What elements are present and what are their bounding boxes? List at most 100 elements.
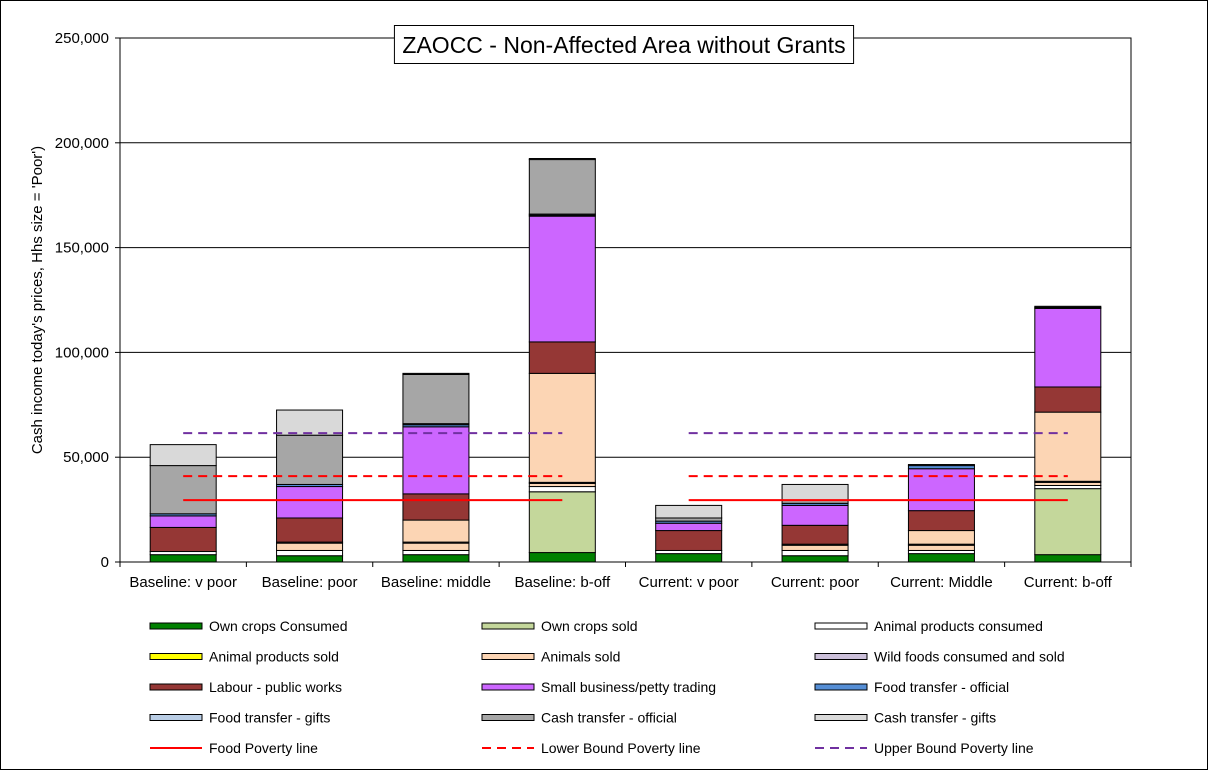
y-tick-label: 50,000 (63, 449, 109, 466)
axes: 0 50,000 100,000 150,000 200,000 250,000 Basel… (55, 30, 1132, 591)
bar-segment (907, 510, 975, 532)
bar-segment (276, 555, 344, 563)
bar-segment (907, 553, 975, 563)
bar-segment (402, 549, 470, 556)
poverty-lines (183, 432, 1068, 502)
legend-label: Food transfer - official (874, 679, 1009, 695)
legend-swatch (814, 683, 868, 691)
legend-label: Animals sold (541, 649, 620, 665)
bar-segment (528, 491, 596, 554)
bar-segment (402, 542, 470, 551)
bar-segment (1034, 386, 1102, 413)
legend-swatch (481, 714, 535, 721)
legend-label: Labour - public works (209, 679, 342, 695)
bar-segment (528, 486, 596, 493)
bar-segment (276, 486, 344, 519)
bar-segment (149, 515, 217, 528)
legend-swatch (149, 714, 203, 721)
bar-segment (781, 544, 849, 551)
bar-segment (402, 426, 470, 495)
bar-segment (1034, 411, 1102, 482)
bar-segment (402, 554, 470, 563)
bar-segment (528, 552, 596, 563)
legend-label: Wild foods consumed and sold (874, 649, 1065, 665)
bar-segment (655, 553, 723, 563)
bar-segment (781, 504, 849, 526)
bar-segment (528, 159, 596, 215)
bar-segment (907, 530, 975, 545)
legend-label: Animal products consumed (874, 618, 1043, 634)
y-tick-label: 100,000 (55, 344, 109, 361)
bar-segment (655, 530, 723, 551)
legend: Own crops Consumed Own crops sold Animal p… (149, 618, 1065, 756)
y-tick-label: 250,000 (55, 30, 109, 47)
bar-segment (655, 522, 723, 532)
legend-swatch (149, 622, 203, 630)
chart-title-box: ZAOCC - Non-Affected Area without Grants (393, 25, 855, 64)
bar-segment (1034, 554, 1102, 563)
x-tick-label: Baseline: b-off (515, 574, 611, 591)
bar-segment (528, 372, 596, 483)
legend-swatch (149, 683, 203, 691)
bar-segment (528, 341, 596, 374)
y-tick-label: 200,000 (55, 135, 109, 152)
bar-segment (402, 373, 470, 425)
bar-segment (528, 158, 596, 161)
bar-segment (276, 549, 344, 557)
legend-label: Animal products sold (209, 649, 339, 665)
legend-swatch (814, 653, 868, 660)
bar-segment (149, 444, 217, 467)
legend-swatch (149, 653, 203, 660)
bar-segment (655, 504, 723, 519)
x-tick-label: Current: v poor (639, 574, 739, 591)
legend-label: Lower Bound Poverty line (541, 740, 701, 756)
bar-segment (1034, 488, 1102, 556)
bar-segment (402, 493, 470, 521)
bar-segment (402, 519, 470, 543)
bar-segment (276, 542, 344, 551)
chart-title: ZAOCC - Non-Affected Area without Grants (402, 32, 845, 58)
legend-swatch (481, 683, 535, 691)
legend-swatch (481, 622, 535, 630)
x-tick-label: Current: Middle (890, 574, 993, 591)
y-axis-label: Cash income today's prices, Hhs size = '… (29, 146, 46, 454)
bar-segment (528, 215, 596, 343)
x-tick-label: Baseline: poor (262, 574, 358, 591)
x-tick-label: Current: b-off (1024, 574, 1113, 591)
bar-segment (149, 554, 217, 563)
legend-label: Own crops Consumed (209, 618, 348, 634)
legend-swatch (481, 653, 535, 660)
x-tick-label: Baseline: v poor (129, 574, 237, 591)
bar-segment (149, 465, 217, 515)
legend-label: Food transfer - gifts (209, 710, 330, 726)
legend-label: Food Poverty line (209, 740, 318, 756)
bar-segment (781, 549, 849, 557)
legend-label: Cash transfer - official (541, 710, 677, 726)
y-tick-label: 0 (101, 554, 109, 571)
legend-label: Small business/petty trading (541, 679, 716, 695)
bar-segment (276, 409, 344, 436)
bar-segment (907, 544, 975, 551)
bar-segment (1034, 307, 1102, 388)
bar-segment (781, 555, 849, 563)
legend-label: Upper Bound Poverty line (874, 740, 1034, 756)
bar-segment (907, 468, 975, 512)
bar-segment (1034, 305, 1102, 308)
y-tick-label: 150,000 (55, 240, 109, 257)
bar-segment (276, 517, 344, 543)
x-tick-label: Baseline: middle (381, 574, 491, 591)
bar-segment (907, 464, 975, 467)
legend-label: Cash transfer - gifts (874, 710, 996, 726)
legend-label: Own crops sold (541, 618, 637, 634)
bar-segment (781, 524, 849, 545)
bar-segment (149, 526, 217, 553)
legend-swatch (814, 622, 868, 630)
bar-segment (402, 372, 470, 375)
legend-swatch (814, 714, 868, 721)
gridlines (120, 37, 1131, 458)
bar-segment (781, 483, 849, 501)
x-tick-label: Current: poor (771, 574, 859, 591)
bars (149, 158, 1102, 563)
